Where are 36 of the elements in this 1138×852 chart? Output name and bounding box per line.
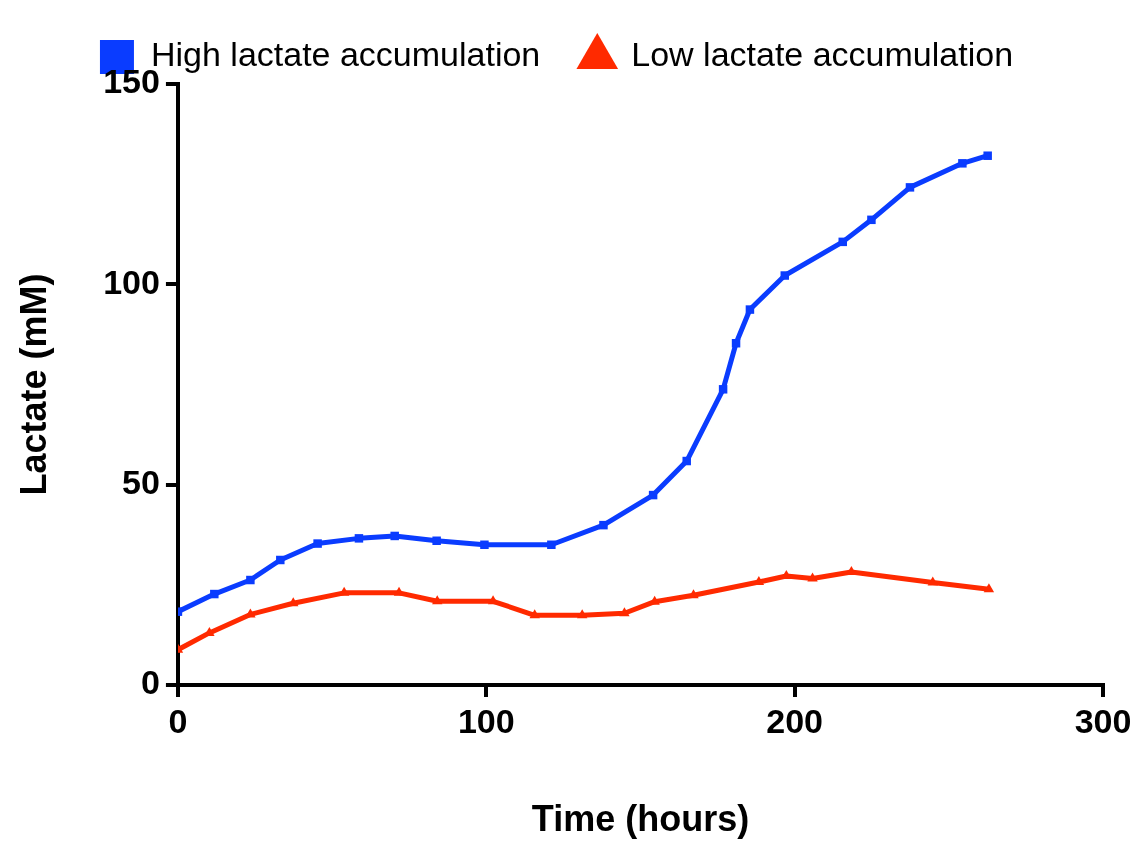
point [210,589,219,599]
x-tick-label: 100 [457,701,515,740]
point [288,597,299,607]
x-axis-title: Time (hours) [531,798,750,840]
x-tick-label: 300 [1074,701,1132,740]
point [480,540,489,550]
point [529,609,540,619]
point [354,534,364,543]
x-tick-label: 0 [168,701,188,740]
y-axis-title: Lactate (mM) [12,273,54,496]
point [599,520,608,530]
point [958,159,967,168]
point [576,609,588,619]
point [432,595,443,605]
point [547,540,556,550]
point [867,215,876,225]
point [246,575,255,585]
x-tick-label: 200 [766,701,824,740]
y-tick-label: 100 [103,262,160,301]
y-tick-label: 50 [122,463,160,502]
point [682,456,691,466]
point [313,539,322,548]
point [432,536,441,545]
point [619,607,630,617]
point [390,531,399,541]
point [905,183,915,192]
point [718,385,728,394]
point [688,589,699,599]
y-tick-label: 0 [141,663,160,702]
legend-label: Low lactate accumulation [631,35,1014,74]
point [807,572,818,582]
point [276,555,285,565]
point [983,151,992,160]
point [983,583,995,593]
point [745,305,755,314]
point [780,271,790,280]
